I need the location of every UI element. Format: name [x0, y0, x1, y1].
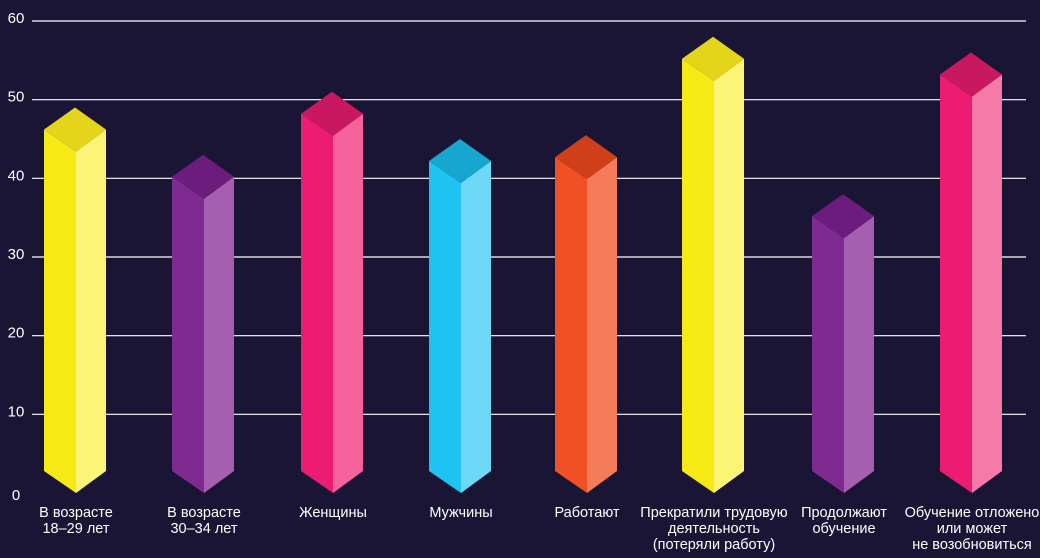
- bar-front-face: [301, 113, 333, 494]
- x-tick-label: Продолжают обучение: [801, 505, 887, 537]
- bar-side-face: [714, 58, 744, 493]
- x-tick-label: Работают: [554, 505, 619, 521]
- bar-top-cap: [429, 139, 491, 183]
- bar-side-face: [333, 113, 363, 494]
- y-tick-label: 0: [12, 487, 20, 504]
- bar-1: [44, 107, 106, 494]
- bar-top-cap: [555, 135, 617, 180]
- bar-front-face: [172, 176, 204, 493]
- bar-8: [940, 52, 1002, 493]
- bar-front-face: [44, 129, 76, 494]
- bar-front-face: [429, 161, 461, 493]
- bar-top-cap: [682, 36, 744, 81]
- bar-5: [555, 135, 617, 494]
- bar-top-cap: [812, 194, 874, 239]
- bar-top-cap: [44, 107, 106, 152]
- y-tick-label: 40: [8, 167, 25, 184]
- x-tick-label: Обучение отложено или может не возобновить…: [905, 505, 1040, 553]
- bar-top-cap: [301, 91, 363, 136]
- bar-side-face: [204, 176, 234, 493]
- x-tick-label: В возрасте 30–34 лет: [167, 505, 241, 537]
- y-tick-label: 20: [8, 325, 25, 342]
- bar-front-face: [682, 58, 714, 493]
- y-tick-label: 50: [8, 89, 25, 106]
- bar-2: [172, 154, 234, 493]
- bar-front-face: [812, 216, 844, 494]
- x-tick-label: Прекратили трудовую деятельность (потеряли…: [640, 505, 788, 553]
- y-tick-label: 10: [8, 403, 25, 420]
- y-tick-label: 60: [8, 10, 25, 27]
- bar-side-face: [844, 216, 874, 494]
- y-tick-label: 30: [8, 246, 25, 263]
- x-tick-label: В возрасте 18–29 лет: [39, 505, 113, 537]
- bar-front-face: [940, 74, 972, 493]
- bar-top-cap: [172, 154, 234, 199]
- bar-front-face: [555, 157, 587, 494]
- bar-side-face: [461, 161, 491, 493]
- bar-side-face: [76, 129, 106, 494]
- bar-7: [812, 194, 874, 494]
- bar-4: [429, 139, 491, 493]
- bar-3: [301, 91, 363, 494]
- bar-side-face: [587, 157, 617, 494]
- bar-6: [682, 36, 744, 493]
- x-tick-label: Мужчины: [429, 505, 492, 521]
- bar-side-face: [972, 74, 1002, 493]
- x-tick-label: Женщины: [299, 505, 367, 521]
- bar-top-cap: [940, 52, 1002, 97]
